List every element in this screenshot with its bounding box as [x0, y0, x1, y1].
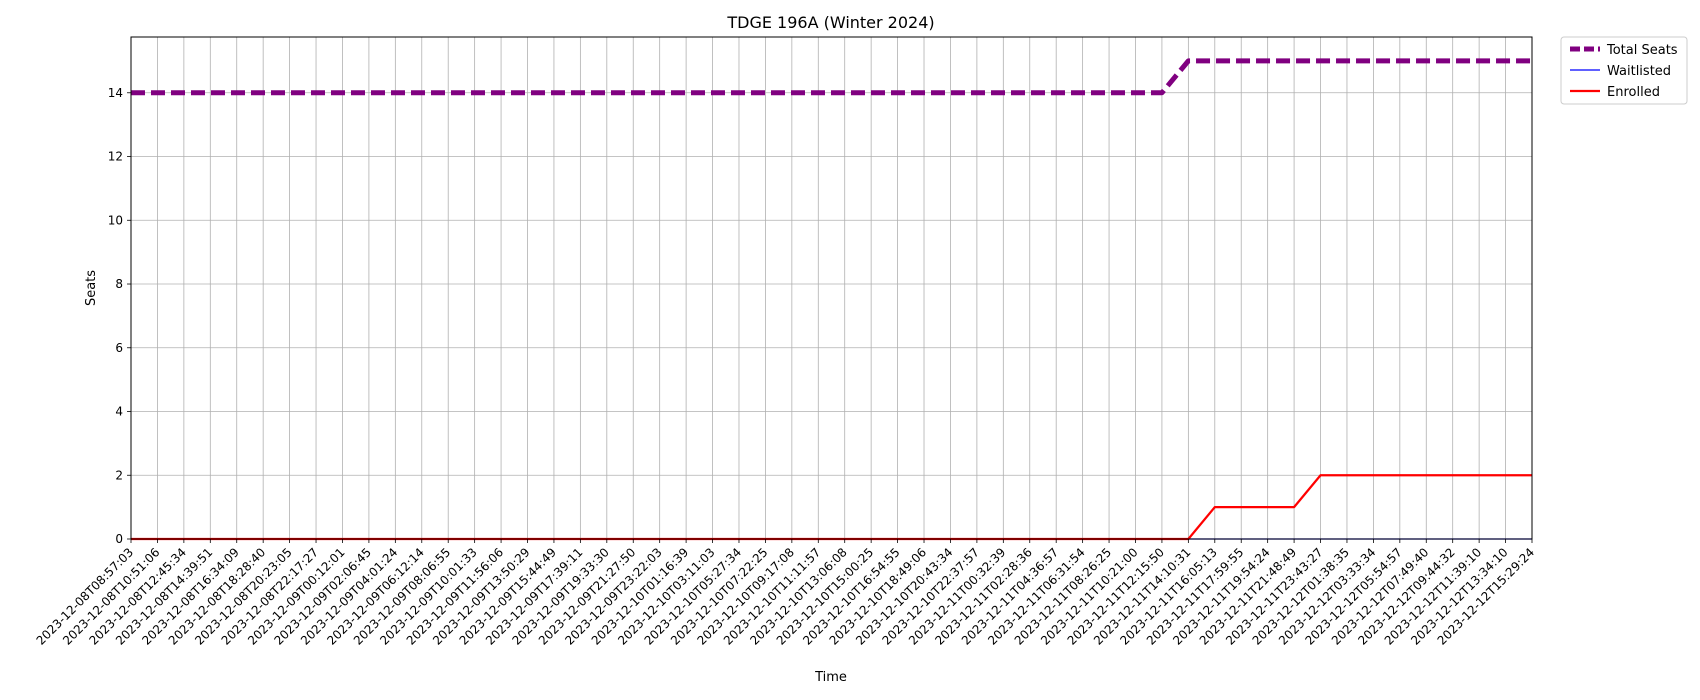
y-tick-label: 8 — [115, 277, 123, 291]
y-tick-label: 2 — [115, 468, 123, 482]
legend-label: Waitlisted — [1607, 64, 1671, 79]
y-axis: 0 2 4 6 8 10 12 14 — [108, 86, 131, 546]
y-tick-label: 10 — [108, 213, 123, 227]
legend-frame — [1560, 36, 1688, 105]
y-tick-label: 0 — [115, 532, 123, 546]
y-tick-label: 6 — [115, 341, 123, 355]
plot-frame — [130, 36, 1533, 540]
series-line-total-seats — [131, 58, 1532, 96]
y-tick-label: 12 — [108, 150, 123, 164]
legend-label: Total Seats — [1606, 43, 1678, 58]
y-axis-label: Seats — [84, 270, 99, 306]
grid-lines — [130, 37, 1533, 540]
legend-label: Enrolled — [1607, 85, 1660, 100]
series-line-enrolled — [131, 474, 1532, 541]
y-tick-label: 4 — [115, 405, 123, 419]
y-tick-label: 14 — [108, 86, 123, 100]
series-layer — [131, 58, 1532, 541]
x-axis-label: Time — [814, 670, 847, 685]
chart-title: TDGE 196A (Winter 2024) — [726, 13, 934, 32]
x-axis: 2023-12-08T08:57:032023-12-08T10:51:0620… — [34, 539, 1537, 648]
legend: Total Seats Waitlisted Enrolled — [1560, 36, 1688, 105]
